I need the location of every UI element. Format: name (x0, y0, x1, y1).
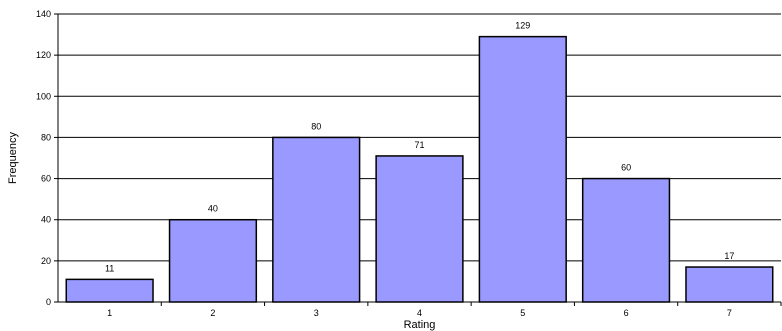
bar-7 (685, 266, 774, 303)
data-label-5: 129 (515, 21, 530, 31)
x-tick-label-7: 7 (727, 308, 732, 318)
y-tick-label: 80 (41, 132, 51, 142)
data-label-3: 80 (311, 121, 321, 131)
bar-2 (168, 218, 258, 303)
data-label-4: 71 (414, 140, 424, 150)
bar-3 (272, 136, 361, 303)
x-tick-label-3: 3 (314, 308, 319, 318)
x-tick-label-4: 4 (417, 308, 422, 318)
data-label-2: 40 (208, 204, 218, 214)
data-label-1: 11 (105, 263, 114, 273)
y-tick-label: 0 (46, 297, 51, 307)
x-axis-ticks: 1 2 3 4 5 6 7 (107, 302, 782, 318)
y-axis-ticks: 0 20 40 60 80 100 120 140 (36, 9, 58, 307)
x-axis-title: Rating (404, 319, 436, 331)
x-tick-label-5: 5 (520, 308, 525, 318)
bar-6 (581, 177, 671, 303)
x-tick-label-2: 2 (210, 308, 215, 318)
y-tick-label: 60 (41, 174, 51, 184)
bar-1 (65, 278, 154, 303)
bar-4 (375, 155, 464, 303)
y-axis-title: Frequency (7, 132, 19, 184)
y-tick-label: 100 (36, 91, 51, 101)
x-tick-label-6: 6 (624, 308, 629, 318)
y-tick-label: 140 (36, 9, 51, 19)
y-tick-label: 20 (41, 256, 51, 266)
data-label-6: 60 (621, 163, 631, 173)
data-labels: 11 40 80 71 129 60 17 (105, 21, 734, 274)
y-tick-label: 120 (36, 50, 51, 60)
bar-5 (478, 35, 567, 303)
y-tick-label: 40 (41, 215, 51, 225)
x-tick-label-1: 1 (107, 308, 112, 318)
data-label-7: 17 (724, 251, 734, 261)
bars (65, 35, 774, 303)
